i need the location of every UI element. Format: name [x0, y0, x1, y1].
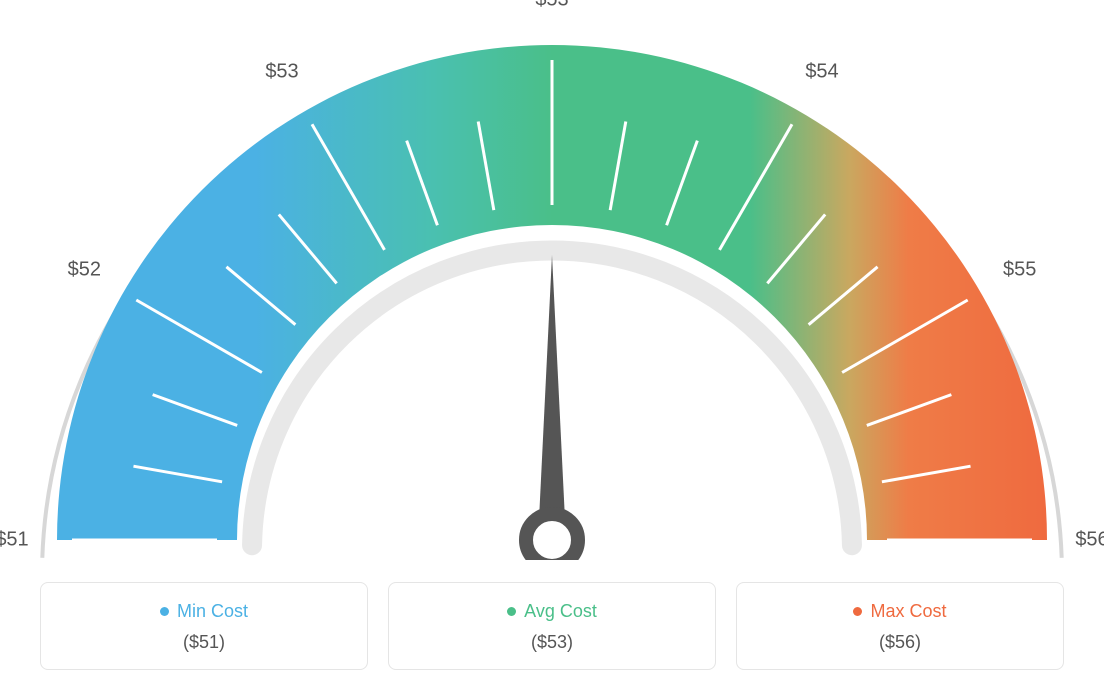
- legend-label: Max Cost: [870, 601, 946, 622]
- gauge-chart: $51 $52 $53 $53 $54 $55 $56: [0, 0, 1104, 560]
- legend-title-max: Max Cost: [853, 601, 946, 622]
- gauge-tick-label: $55: [1003, 258, 1036, 280]
- legend-title-min: Min Cost: [160, 601, 248, 622]
- legend-value: ($56): [747, 632, 1053, 653]
- gauge-tick-label: $52: [68, 258, 101, 280]
- legend-value: ($51): [51, 632, 357, 653]
- dot-icon: [853, 607, 862, 616]
- legend-label: Avg Cost: [524, 601, 597, 622]
- legend-card-min: Min Cost ($51): [40, 582, 368, 670]
- gauge-tick-label: $51: [0, 528, 29, 550]
- dot-icon: [507, 607, 516, 616]
- legend-row: Min Cost ($51) Avg Cost ($53) Max Cost (…: [40, 582, 1064, 670]
- legend-value: ($53): [399, 632, 705, 653]
- legend-label: Min Cost: [177, 601, 248, 622]
- gauge-tick-label: $53: [265, 61, 298, 83]
- legend-card-avg: Avg Cost ($53): [388, 582, 716, 670]
- gauge-tick-label: $56: [1075, 528, 1104, 550]
- gauge-tick-label: $53: [535, 0, 568, 10]
- gauge-tick-label: $54: [805, 61, 838, 83]
- legend-card-max: Max Cost ($56): [736, 582, 1064, 670]
- legend-title-avg: Avg Cost: [507, 601, 597, 622]
- dot-icon: [160, 607, 169, 616]
